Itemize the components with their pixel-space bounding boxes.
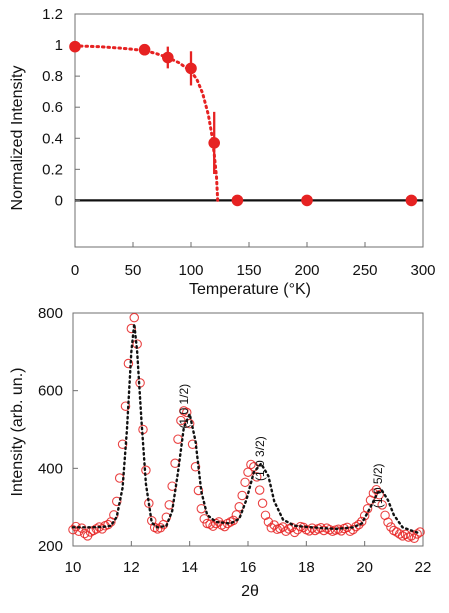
bottom-y-tick-label: 600 (38, 383, 63, 400)
bottom-peak-label: (1 0 1/2) (177, 384, 191, 429)
top-data-point (185, 62, 197, 75)
bottom-x-tick-label: 20 (356, 559, 373, 576)
bottom-data-point (190, 462, 201, 472)
bottom-data-point (394, 529, 405, 539)
bottom-data-point (68, 524, 78, 535)
bottom-data-point (129, 312, 140, 323)
bottom-data-point (123, 358, 134, 369)
top-x-tick-label: 0 (71, 262, 79, 279)
top-y-tick-label: 0.2 (42, 161, 63, 178)
bottom-fit-curve (71, 323, 422, 535)
bottom-data-point (126, 323, 137, 334)
bottom-data-point (377, 500, 387, 510)
top-x-tick-label: 100 (178, 262, 203, 279)
bottom-data-point (371, 484, 382, 495)
top-y-tick-label: 1 (55, 37, 63, 54)
bottom-chart: 10 12 14 16 18 20 22 200 400 600 800 (1 0 1/2) (1 0 … (9, 305, 431, 600)
bottom-peak-label: (1 0 3/2) (253, 436, 267, 481)
top-x-tick-label: 250 (352, 262, 377, 279)
bottom-data-point (103, 519, 113, 530)
bottom-data-point (205, 519, 215, 530)
bottom-data-point (391, 527, 402, 537)
bottom-data-point (219, 521, 230, 532)
bottom-y-tick-label: 400 (38, 460, 63, 477)
bottom-data-point (400, 529, 411, 540)
bottom-data-point (263, 517, 274, 527)
bottom-data-point (240, 477, 250, 488)
top-data-point (405, 194, 418, 207)
bottom-data-point (289, 527, 300, 538)
bottom-y-tick-label: 200 (38, 538, 63, 555)
bottom-x-tick-label: 18 (298, 559, 315, 576)
bottom-data-point (91, 524, 102, 534)
bottom-data-point (196, 503, 207, 514)
top-data-point (69, 40, 81, 53)
bottom-data-point (304, 526, 314, 536)
bottom-data-point (386, 522, 396, 532)
bottom-data-point (161, 512, 172, 523)
bottom-y-axis-label: Intensity (arb. un.) (9, 368, 26, 497)
top-data-point (208, 137, 220, 149)
bottom-data-point (147, 516, 157, 526)
bottom-y-tick-label: 800 (38, 305, 63, 322)
bottom-peak-label: (1 0 5/2) (371, 463, 385, 508)
bottom-data-point (112, 496, 122, 507)
top-data-point (162, 51, 174, 64)
bottom-data-point (257, 498, 268, 509)
bottom-x-tick-label: 14 (181, 559, 198, 576)
bottom-data-point (254, 485, 265, 495)
top-data-point (231, 194, 244, 207)
top-y-tick-label: 0 (55, 192, 63, 209)
top-data-point (301, 194, 313, 207)
bottom-data-point (356, 516, 367, 527)
bottom-data-point (237, 490, 247, 501)
top-y-tick-label: 0.6 (42, 99, 63, 116)
bottom-x-tick-label: 12 (123, 559, 140, 576)
bottom-data-point (260, 510, 271, 521)
bottom-data-point (412, 529, 422, 539)
bottom-data-point (199, 514, 210, 524)
bottom-data-point (79, 528, 90, 539)
top-x-tick-label: 300 (410, 262, 435, 279)
bottom-data-point (120, 401, 131, 411)
top-x-tick-label: 150 (236, 262, 261, 279)
top-x-tick-label: 50 (125, 262, 142, 279)
top-y-axis-label: Normalized Intensity (9, 66, 26, 211)
top-y-tick-label: 0.8 (42, 68, 63, 85)
bottom-data-point (182, 407, 192, 418)
bottom-data-point (374, 489, 384, 500)
bottom-data-point (170, 458, 180, 469)
bottom-x-axis-label: 2θ (241, 583, 259, 600)
bottom-x-tick-label: 16 (240, 559, 257, 576)
bottom-data-point (383, 517, 393, 528)
bottom-data-point (173, 434, 183, 444)
bottom-x-tick-label: 10 (65, 559, 82, 576)
top-chart: 0 50 100 150 200 250 300 0 0.2 0.4 0.6 0.8 1 1.2 Tempe… (9, 6, 436, 298)
bottom-data-point (246, 459, 256, 470)
bottom-data-point (187, 439, 198, 450)
bottom-data-point (354, 519, 364, 530)
bottom-data-point (348, 524, 358, 535)
top-x-axis-label: Temperature (°K) (189, 281, 311, 298)
top-y-tick-label: 0.4 (42, 130, 63, 147)
bottom-data-point (193, 485, 204, 496)
top-y-tick-label: 1.2 (42, 6, 63, 23)
bottom-data-point (176, 415, 186, 426)
top-x-tick-label: 200 (294, 262, 319, 279)
bottom-x-tick-label: 22 (415, 559, 432, 576)
bottom-data-point (362, 503, 373, 514)
top-data-point (138, 43, 151, 56)
